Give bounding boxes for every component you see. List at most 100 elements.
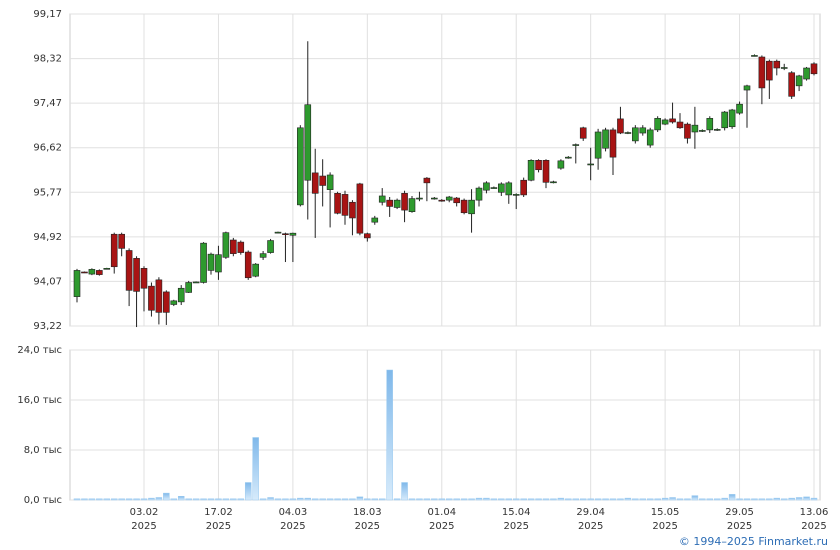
- candle-body: [259, 253, 267, 258]
- candle-body: [356, 183, 364, 234]
- volume-bar: [408, 498, 416, 501]
- volume-bar: [512, 498, 520, 501]
- volume-bar: [267, 497, 274, 501]
- candle-body: [73, 270, 81, 297]
- volume-bar: [699, 498, 706, 501]
- volume-bar: [527, 498, 535, 501]
- x-tick-label: 03.02 2025: [130, 507, 159, 532]
- candle-body: [475, 187, 483, 201]
- volume-bar: [282, 498, 289, 501]
- volume-bar: [609, 498, 617, 501]
- volume-bar: [728, 494, 736, 501]
- candle-body: [587, 163, 594, 166]
- x-tick-label: 18.03 2025: [353, 507, 382, 532]
- volume-bar: [706, 498, 714, 501]
- volume-bar: [632, 498, 639, 501]
- candle-body: [505, 182, 513, 196]
- candle-body: [393, 199, 401, 208]
- candle-body: [237, 241, 245, 253]
- candle-body: [222, 232, 230, 258]
- volume-bar: [550, 498, 557, 501]
- volume-bar: [334, 498, 341, 501]
- candle-body: [706, 118, 714, 131]
- candle-body: [676, 121, 684, 129]
- volume-bar: [483, 497, 490, 501]
- candle-body: [96, 270, 103, 275]
- volume-bar: [252, 437, 259, 501]
- candle-body: [163, 291, 170, 313]
- volume-bar: [319, 498, 326, 501]
- candle-body: [579, 127, 587, 139]
- volume-bar: [170, 498, 178, 501]
- candle-body: [326, 174, 334, 190]
- volume-bar: [602, 498, 609, 501]
- candle-body: [609, 129, 617, 158]
- candle-body: [483, 182, 490, 191]
- candle-body: [297, 127, 304, 206]
- volume-bar: [617, 498, 624, 501]
- x-tick-label: 17.02 2025: [204, 507, 233, 532]
- volume-bar: [565, 498, 572, 501]
- candle-body: [520, 179, 527, 196]
- volume-bar: [587, 498, 594, 501]
- candle-body: [416, 197, 423, 200]
- candle-body: [624, 132, 632, 134]
- volume-bar: [468, 498, 475, 501]
- y-tick-label: 94,92: [33, 232, 62, 243]
- candle-body: [378, 195, 386, 203]
- volume-bar: [163, 492, 170, 501]
- y2-tick-label: 24,0 тыс: [17, 345, 62, 356]
- candle-body: [460, 199, 468, 214]
- candle-body: [788, 72, 795, 97]
- volume-bar: [364, 498, 371, 501]
- candle-body: [289, 232, 297, 236]
- candle-body: [795, 75, 803, 87]
- volume-bar: [378, 498, 386, 501]
- candle-body: [118, 233, 125, 249]
- volume-bar: [445, 498, 453, 501]
- volume-bar: [96, 498, 103, 501]
- candle-body: [274, 231, 282, 234]
- volume-bar: [780, 498, 788, 501]
- candle-body: [423, 177, 431, 184]
- candle-body: [594, 131, 602, 159]
- volume-bar: [475, 497, 483, 501]
- candle-body: [244, 251, 252, 279]
- candle-body: [728, 109, 736, 128]
- x-tick-label: 15.05 2025: [651, 507, 680, 532]
- volume-bar: [401, 482, 408, 501]
- volume-bar: [326, 498, 334, 501]
- candle-body: [431, 197, 438, 200]
- volume-bar: [192, 498, 200, 501]
- volume-bar: [230, 498, 237, 501]
- volume-bar: [669, 497, 676, 501]
- candle-body: [632, 127, 639, 142]
- candle-body: [453, 197, 460, 204]
- volume-bar: [542, 498, 550, 501]
- volume-bar: [438, 498, 446, 501]
- volume-bar: [624, 497, 632, 501]
- candle-body: [803, 67, 810, 80]
- volume-bar: [766, 498, 773, 501]
- y-tick-label: 96,62: [33, 143, 62, 154]
- candle-body: [334, 193, 341, 214]
- volume-bar: [416, 498, 423, 501]
- volume-bar: [103, 498, 111, 501]
- candle-body: [780, 67, 788, 69]
- volume-bar: [356, 496, 364, 501]
- volume-bar: [505, 498, 513, 501]
- candle-body: [349, 201, 356, 219]
- candle-body: [646, 129, 654, 146]
- y-tick-label: 93,22: [33, 321, 62, 332]
- x-tick-label: 13.06 2025: [800, 507, 829, 532]
- candle-body: [170, 300, 178, 305]
- volume-bar: [639, 498, 647, 501]
- volume-bar: [371, 498, 379, 501]
- footer[interactable]: © 1994–2025 Finmarket.ru: [679, 535, 828, 548]
- candle-body: [766, 60, 773, 81]
- volume-bar: [646, 498, 654, 501]
- volume-bar: [579, 498, 587, 501]
- candle-body: [401, 193, 408, 211]
- candle-body: [155, 279, 163, 313]
